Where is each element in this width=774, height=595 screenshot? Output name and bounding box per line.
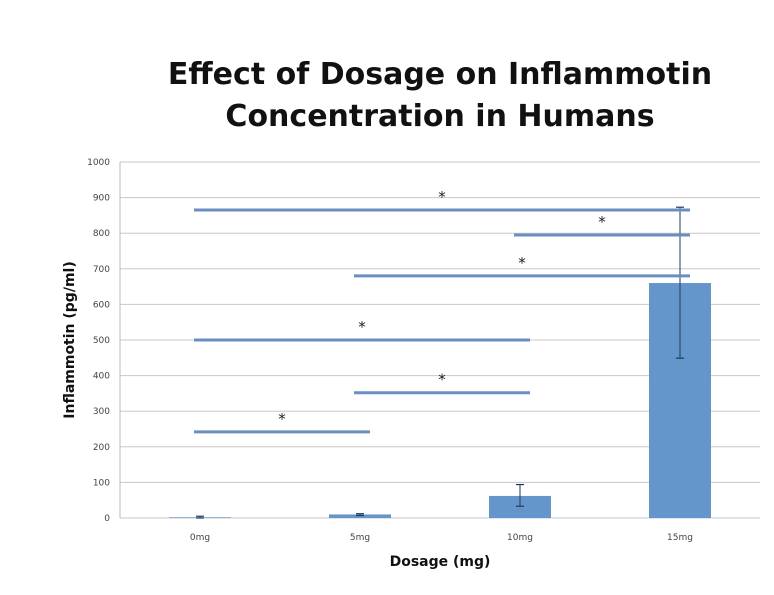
y-axis-ticks: 0 100 200 300 400 500 600 700 800 900 1000 bbox=[87, 158, 110, 524]
chart-title-line-1: Effect of Dosage on Inflammotin bbox=[167, 57, 713, 92]
x-tick-label: 15mg bbox=[667, 533, 693, 543]
bar bbox=[489, 495, 551, 518]
bar bbox=[329, 514, 391, 518]
x-axis-label: Dosage (mg) bbox=[390, 554, 491, 570]
significance-star: * bbox=[438, 188, 446, 206]
significance-star: * bbox=[518, 254, 526, 272]
y-tick-label: 800 bbox=[93, 229, 110, 239]
y-tick-label: 400 bbox=[93, 372, 110, 382]
error-bars bbox=[196, 206, 684, 519]
y-tick-label: 500 bbox=[93, 336, 110, 346]
y-tick-label: 100 bbox=[93, 478, 110, 488]
y-axis-label: Inflammotin (pg/ml) bbox=[62, 261, 78, 418]
significance-star: * bbox=[278, 410, 286, 428]
y-tick-label: 0 bbox=[104, 514, 110, 524]
significance-star: * bbox=[598, 213, 606, 231]
y-tick-label: 200 bbox=[93, 443, 110, 453]
y-tick-label: 1000 bbox=[87, 158, 110, 168]
significance-star: * bbox=[438, 371, 446, 389]
x-tick-label: 0mg bbox=[190, 533, 210, 543]
x-axis-ticks: 0mg 5mg 10mg 15mg bbox=[190, 533, 693, 543]
chart-title-line-2: Concentration in Humans bbox=[225, 99, 655, 134]
y-tick-label: 300 bbox=[93, 407, 110, 417]
significance-star: * bbox=[358, 318, 366, 336]
x-tick-label: 10mg bbox=[507, 533, 533, 543]
x-tick-label: 5mg bbox=[350, 533, 370, 543]
significance-lines: * * * * * * bbox=[194, 188, 690, 434]
y-tick-label: 900 bbox=[93, 194, 110, 204]
y-tick-label: 700 bbox=[93, 265, 110, 275]
y-tick-label: 600 bbox=[93, 300, 110, 310]
chart-title: Effect of Dosage on Inflammotin Concentr… bbox=[0, 54, 774, 138]
